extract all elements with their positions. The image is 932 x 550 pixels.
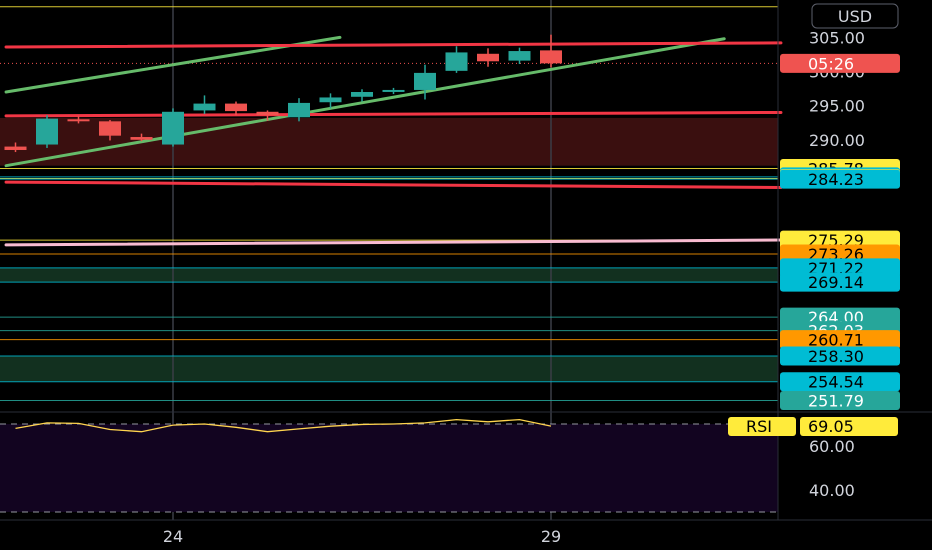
- trendline: [4, 41, 783, 49]
- candle-body: [4, 146, 27, 150]
- price-tag: 269.14: [780, 272, 900, 292]
- candle-down: [4, 142, 27, 153]
- price-tick-label: 305.00: [809, 28, 865, 47]
- price-tag-label: 269.14: [808, 273, 864, 292]
- candle-down: [477, 48, 499, 67]
- price-tag-label: 284.23: [808, 170, 864, 189]
- price-tag: 254.54: [780, 372, 900, 392]
- candle-body: [67, 119, 90, 122]
- candle-body: [256, 111, 279, 116]
- candle-up: [445, 46, 468, 73]
- candle-down: [130, 133, 153, 142]
- candle-body: [99, 121, 121, 136]
- candle-down: [67, 115, 90, 124]
- candle-up: [508, 47, 531, 65]
- candle-body: [288, 102, 310, 118]
- rsi-line: [15, 418, 552, 433]
- price-axis[interactable]: 60.0040.00305.00300.00295.00290.00285.78…: [777, 0, 900, 520]
- trendline: [4, 238, 783, 247]
- candle-body: [540, 50, 562, 64]
- candle-up: [162, 108, 184, 147]
- candle-up: [319, 93, 342, 109]
- price-tag: 251.79: [780, 390, 900, 410]
- price-tag-box: [780, 272, 900, 292]
- candle-body: [162, 111, 184, 145]
- time-tick-label: 29: [541, 527, 561, 546]
- price-tag: 260.71: [780, 330, 900, 350]
- countdown-tag: 05:26: [780, 53, 900, 73]
- trendline: [4, 37, 726, 168]
- price-zone: [0, 267, 778, 283]
- candle-up: [351, 89, 373, 102]
- candle-down: [256, 110, 279, 121]
- price-tag-label: 258.30: [808, 347, 864, 366]
- candle-body: [477, 53, 499, 62]
- rsi-value: 69.05: [808, 417, 854, 436]
- price-tag-box: [780, 330, 900, 350]
- candle-down: [225, 101, 247, 116]
- candle-body: [382, 89, 405, 92]
- price-tick-label: 295.00: [809, 97, 865, 116]
- candle-up: [382, 87, 405, 95]
- price-tag-label: 251.79: [808, 391, 864, 410]
- candle-body: [351, 91, 373, 97]
- countdown-value: 05:26: [808, 54, 854, 73]
- candle-body: [414, 72, 436, 90]
- rsi-tick-label: 40.00: [809, 481, 855, 500]
- price-tag-box: [780, 169, 900, 189]
- currency-label: USD: [838, 7, 872, 26]
- candle-body: [130, 137, 153, 140]
- trendline: [4, 110, 783, 118]
- price-zone: [0, 356, 778, 382]
- rsi-label: RSI: [746, 417, 772, 436]
- price-tag: 258.30: [780, 346, 900, 366]
- candle-body: [225, 103, 247, 112]
- price-zone: [0, 117, 778, 166]
- price-tag-box: [780, 346, 900, 366]
- price-tag-label: 254.54: [808, 373, 864, 392]
- candle-up: [193, 95, 216, 114]
- rsi-background: [0, 424, 778, 512]
- candle-body: [193, 103, 216, 111]
- candle-up: [288, 98, 310, 122]
- price-tag: 284.23: [780, 169, 900, 189]
- time-axis[interactable]: 24 29: [0, 519, 932, 546]
- candle-up: [36, 115, 58, 148]
- time-tick-label: 24: [163, 527, 183, 546]
- rsi-pane: [0, 411, 932, 513]
- rsi-label-tag: RSI: [728, 417, 796, 436]
- price-tick-label: 290.00: [809, 131, 865, 150]
- horizontal-levels-layer: [0, 6, 778, 401]
- candle-body: [319, 97, 342, 103]
- rsi-value-tag: 69.05: [800, 417, 898, 436]
- price-tag-label: 260.71: [808, 331, 864, 350]
- candle-down: [540, 34, 562, 68]
- zones-layer: [0, 117, 778, 382]
- candle-body: [508, 51, 531, 61]
- currency-badge[interactable]: USD: [811, 3, 899, 29]
- candle-body: [445, 52, 468, 71]
- rsi-tick-label: 60.00: [809, 437, 855, 456]
- trendline: [4, 180, 783, 190]
- price-tag-box: [780, 372, 900, 392]
- price-tag-box: [780, 390, 900, 410]
- candle-body: [36, 118, 58, 145]
- candles-layer: [4, 34, 562, 153]
- candle-up: [414, 64, 436, 100]
- candle-down: [99, 119, 121, 141]
- trendlines-layer: [4, 35, 783, 247]
